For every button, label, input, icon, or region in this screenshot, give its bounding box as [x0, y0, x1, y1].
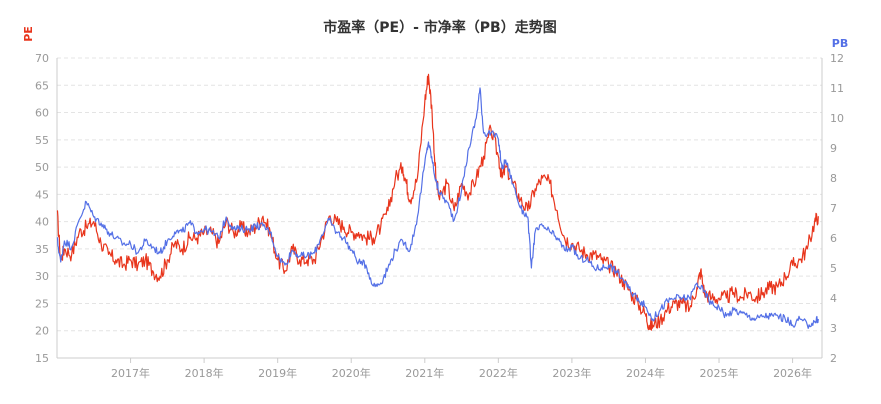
x-tick-label: 2018年: [185, 366, 224, 380]
y-left-tick-label: 15: [35, 352, 49, 365]
y-left-tick-label: 55: [35, 134, 49, 147]
x-tick-label: 2017年: [111, 366, 150, 380]
y-right-tick-label: 11: [830, 82, 844, 95]
y-left-axis-label: PE: [22, 26, 35, 42]
x-tick-label: 2026年: [773, 366, 812, 380]
x-tick-label: 2023年: [552, 366, 591, 380]
y-left-tick-label: 60: [35, 107, 49, 120]
y-right-tick-label: 7: [830, 202, 837, 215]
x-tick-label: 2021年: [405, 366, 444, 380]
y-left-tick-label: 30: [35, 270, 49, 283]
y-left-tick-label: 35: [35, 243, 49, 256]
y-right-tick-label: 6: [830, 232, 837, 245]
x-tick-label: 2019年: [258, 366, 297, 380]
y-right-tick-label: 10: [830, 112, 844, 125]
y-left-tick-label: 50: [35, 161, 49, 174]
y-left-tick-label: 65: [35, 79, 49, 92]
y-left-tick-label: 45: [35, 188, 49, 201]
x-tick-label: 2025年: [700, 366, 739, 380]
y-right-tick-label: 4: [830, 292, 837, 305]
x-tick-label: 2024年: [626, 366, 665, 380]
y-left-tick-label: 20: [35, 325, 49, 338]
y-right-tick-label: 3: [830, 322, 837, 335]
pe-series-line: [56, 73, 819, 331]
y-right-tick-label: 8: [830, 172, 837, 185]
y-right-tick-label: 9: [830, 142, 837, 155]
y-left-tick-label: 25: [35, 297, 49, 310]
axes: 1520253035404550556065702345678910111220…: [35, 52, 844, 380]
x-tick-label: 2020年: [332, 366, 371, 380]
x-tick-label: 2022年: [479, 366, 518, 380]
pb-series-line: [56, 87, 819, 329]
series-lines: [56, 73, 819, 331]
y-right-tick-label: 5: [830, 262, 837, 275]
y-right-tick-label: 2: [830, 352, 837, 365]
y-left-tick-label: 40: [35, 216, 49, 229]
chart-title: 市盈率（PE）- 市净率（PB）走势图: [323, 19, 556, 36]
y-left-tick-label: 70: [35, 52, 49, 65]
y-right-tick-label: 12: [830, 52, 844, 65]
y-right-axis-label: PB: [832, 37, 848, 50]
